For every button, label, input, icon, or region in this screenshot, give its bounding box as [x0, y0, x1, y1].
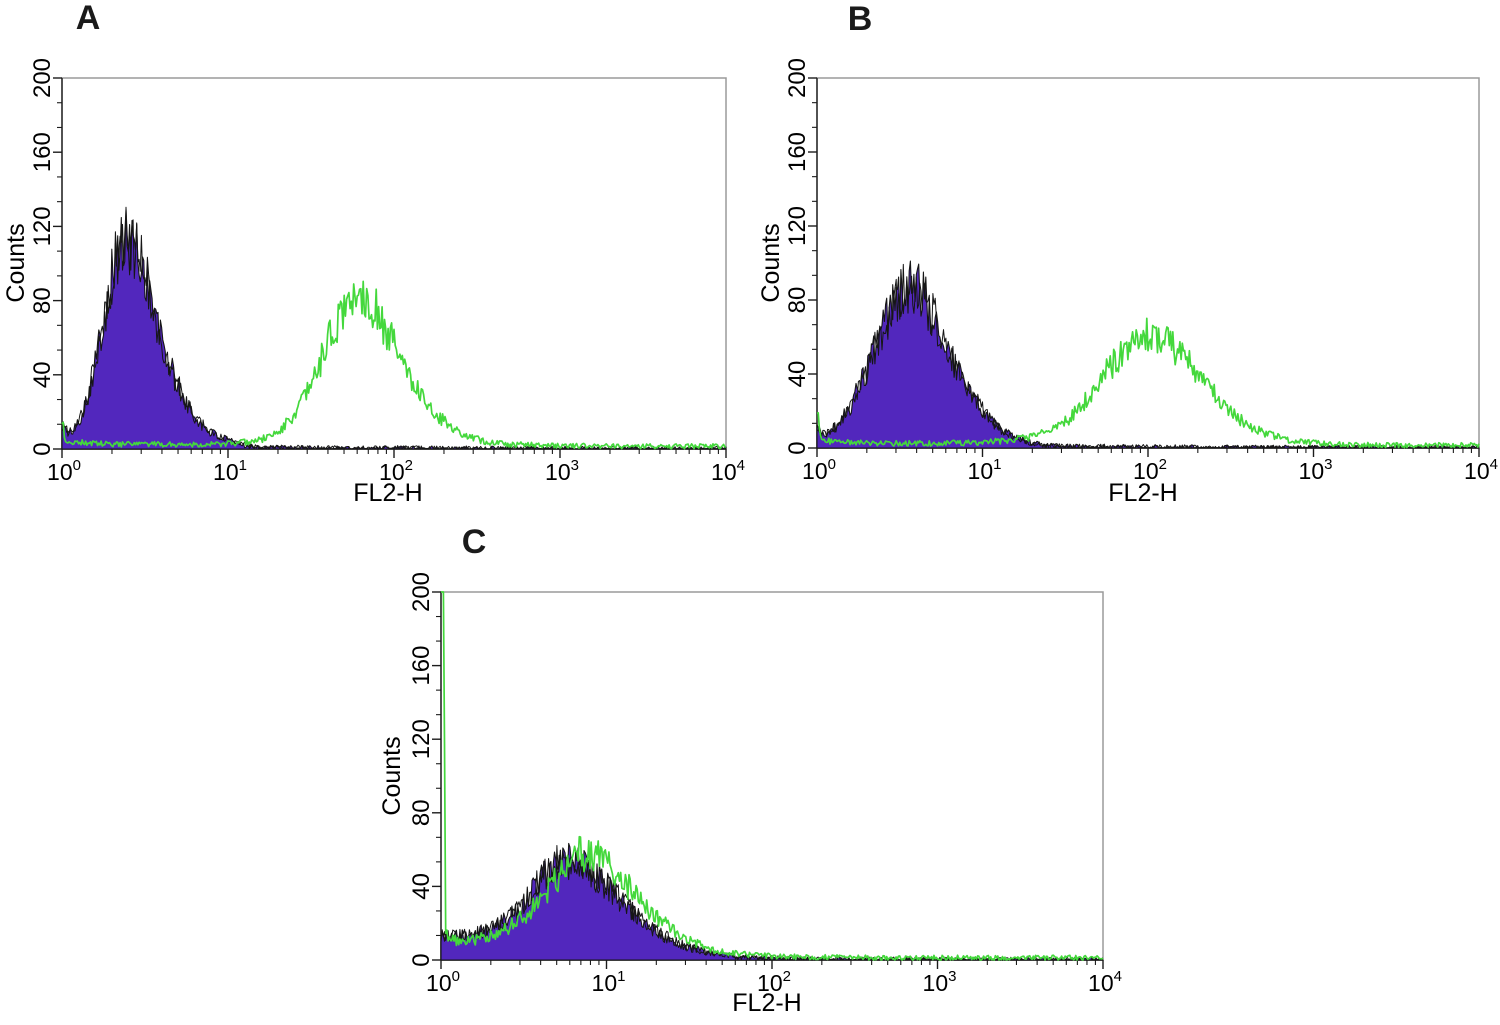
svg-text:103: 103 [923, 968, 957, 996]
svg-text:120: 120 [408, 719, 435, 759]
panel-a-xlabel: FL2-H [353, 479, 423, 507]
svg-text:103: 103 [545, 457, 579, 485]
svg-text:101: 101 [968, 456, 1002, 484]
panel-b-ylabel: Counts [757, 223, 785, 303]
svg-text:40: 40 [29, 361, 56, 388]
svg-text:100: 100 [426, 968, 460, 996]
svg-text:40: 40 [784, 361, 811, 388]
svg-text:200: 200 [784, 58, 811, 98]
svg-text:200: 200 [408, 572, 435, 612]
panel-a-letter: A [75, 0, 101, 37]
svg-text:102: 102 [1133, 456, 1167, 484]
svg-text:160: 160 [408, 646, 435, 686]
svg-text:120: 120 [29, 206, 56, 246]
svg-text:0: 0 [29, 442, 56, 455]
svg-text:160: 160 [29, 132, 56, 172]
svg-text:104: 104 [711, 457, 745, 485]
panel-a-ylabel: Counts [2, 223, 30, 303]
svg-text:101: 101 [213, 457, 247, 485]
svg-text:160: 160 [784, 132, 811, 172]
svg-text:0: 0 [408, 953, 435, 966]
svg-text:0: 0 [784, 441, 811, 454]
svg-text:101: 101 [592, 968, 626, 996]
svg-text:80: 80 [784, 287, 811, 314]
svg-text:80: 80 [408, 799, 435, 826]
svg-text:80: 80 [29, 287, 56, 314]
svg-text:103: 103 [1299, 456, 1333, 484]
svg-text:104: 104 [1088, 968, 1122, 996]
panel-c-xlabel: FL2-H [732, 989, 802, 1017]
svg-text:102: 102 [757, 968, 791, 996]
svg-text:104: 104 [1464, 456, 1498, 484]
svg-text:120: 120 [784, 206, 811, 246]
svg-text:200: 200 [29, 58, 56, 98]
panel-b-letter: B [847, 0, 873, 38]
panel-c-letter: C [461, 523, 487, 561]
panel-c-ylabel: Counts [378, 736, 406, 816]
svg-text:40: 40 [408, 873, 435, 900]
svg-text:102: 102 [379, 457, 413, 485]
svg-text:100: 100 [802, 456, 836, 484]
svg-text:100: 100 [47, 457, 81, 485]
panel-b-xlabel: FL2-H [1108, 479, 1178, 507]
